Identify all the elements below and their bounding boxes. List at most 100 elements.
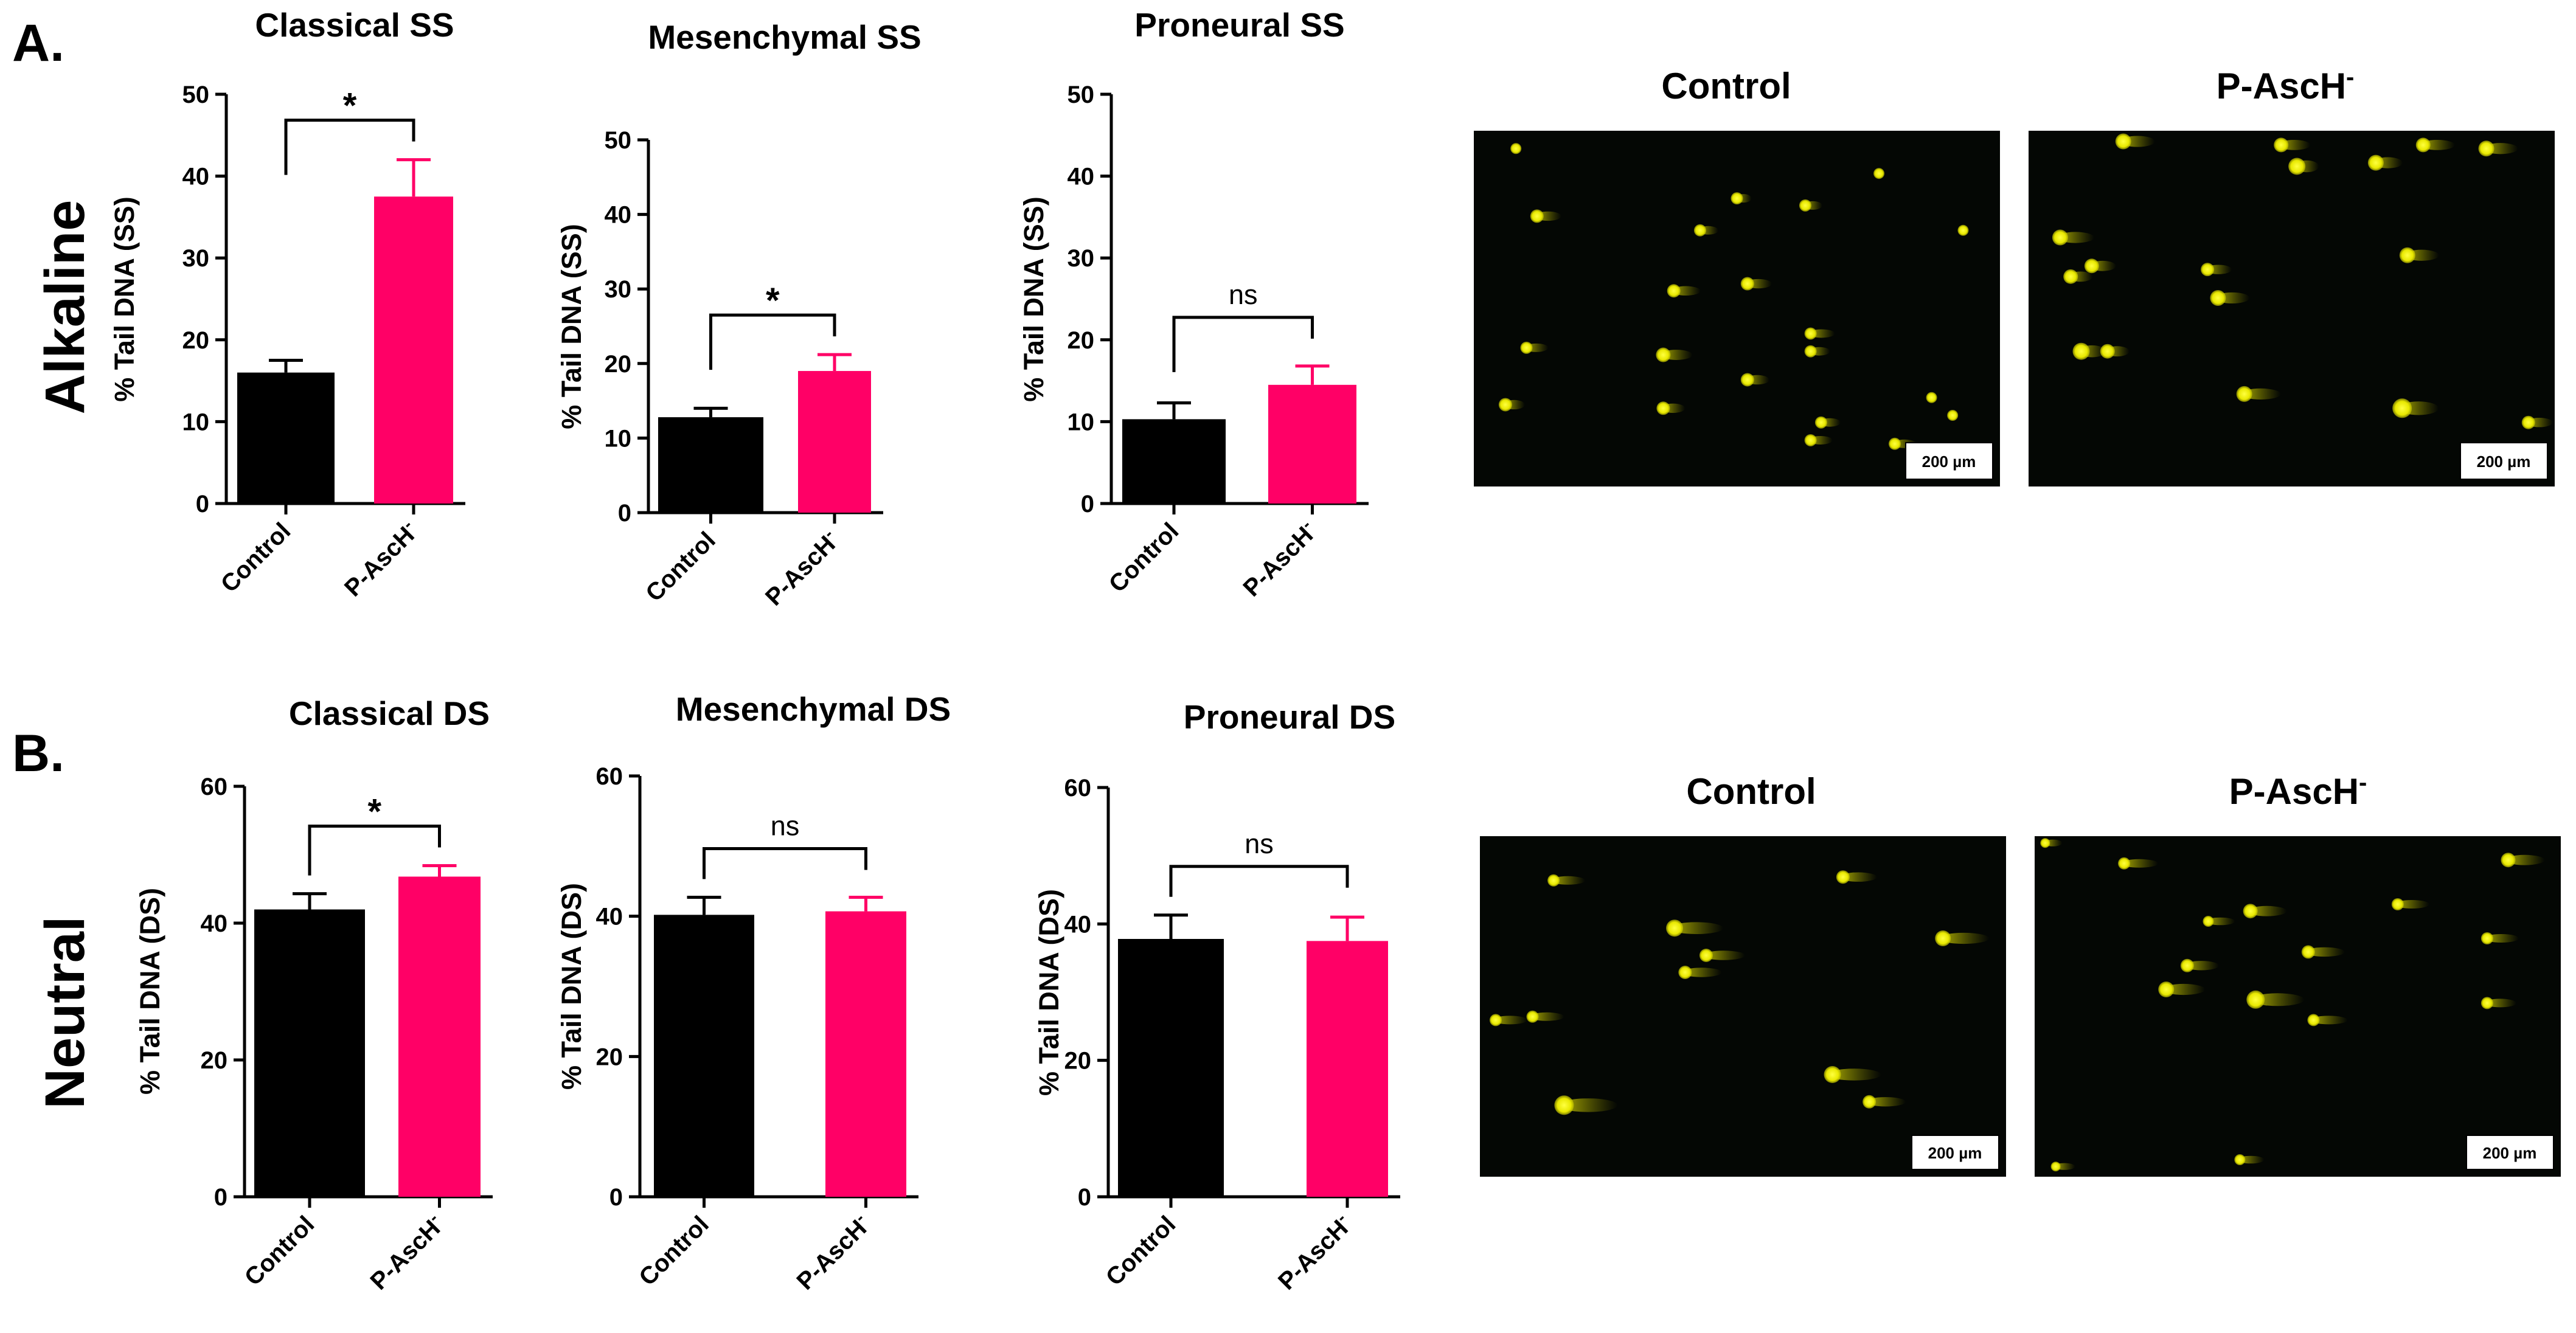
y-tick-label: 0 <box>196 491 209 518</box>
comet <box>2203 916 2235 927</box>
comet-head <box>2236 386 2252 402</box>
comet <box>1926 392 1937 403</box>
comet <box>2274 137 2311 153</box>
comet <box>1656 401 1686 415</box>
comet <box>1489 1014 1527 1027</box>
comet <box>1510 143 1522 154</box>
comet <box>1547 874 1586 887</box>
comet <box>1824 1066 1881 1083</box>
y-tick-label: 40 <box>596 904 623 930</box>
micrograph-title-alkaline-control: Control <box>1661 66 1791 106</box>
y-tick-label: 40 <box>1068 164 1095 190</box>
micrograph-background <box>1474 131 2000 486</box>
comet <box>2201 263 2232 277</box>
comet-head <box>1799 199 1811 212</box>
y-axis-label: % Tail DNA (SS) <box>109 196 140 402</box>
panel-label-b: B. <box>12 724 64 783</box>
chart-proneural-ds: Proneural DS % Tail DNA (DS) 0 20 40 60 Contro… <box>1033 698 1400 1295</box>
bar-control <box>1122 419 1226 504</box>
comet-head <box>2084 258 2099 274</box>
comet-head <box>2481 997 2493 1009</box>
x-tick-label: Control <box>240 1211 320 1291</box>
comet-head <box>2521 415 2535 429</box>
comet-tail <box>1702 950 1745 960</box>
y-tick-label: 50 <box>182 81 210 108</box>
comet <box>2180 958 2219 972</box>
bar-p-asch <box>825 911 906 1197</box>
micrograph-neutral-pasch: 200 µm <box>2035 836 2561 1177</box>
y-axis-label: % Tail DNA (DS) <box>1033 889 1064 1096</box>
comet-head <box>2115 133 2131 150</box>
comet <box>2100 344 2130 359</box>
x-tick-label: Control <box>641 527 721 607</box>
comet <box>2050 1162 2075 1172</box>
comet-head <box>1836 870 1850 884</box>
comet-head <box>2478 140 2494 157</box>
comet-head <box>1554 1095 1574 1115</box>
comet <box>2040 838 2063 848</box>
chart-title: Classical DS <box>289 694 490 732</box>
comet <box>1530 209 1561 223</box>
x-tick-label: P-AscH- <box>1271 1208 1357 1295</box>
chart-title: Proneural DS <box>1184 698 1395 736</box>
comet <box>1799 199 1822 212</box>
comet-head <box>2246 990 2265 1009</box>
comet <box>2415 137 2455 153</box>
comet-head <box>1667 284 1681 298</box>
chart-title: Proneural SS <box>1134 6 1344 44</box>
comet-head <box>1824 1066 1841 1083</box>
bar-control <box>254 909 365 1197</box>
comet-head <box>1547 874 1560 887</box>
chart-classical-ds: Classical DS % Tail DNA (DS) 0 20 40 60 Contro… <box>134 694 493 1295</box>
scale-bar-label: 200 µm <box>1922 452 1976 471</box>
significance-bracket <box>308 825 441 876</box>
comet <box>2052 229 2094 246</box>
comet-head <box>1520 341 1533 354</box>
comet-head <box>2180 958 2194 972</box>
micrograph-alkaline-pasch: 200 µm <box>2029 131 2555 486</box>
comet <box>2234 1154 2265 1165</box>
comet-head <box>2301 945 2315 959</box>
comet-tail <box>1866 1097 1906 1107</box>
comet <box>2084 258 2116 274</box>
comet <box>1863 1095 1906 1109</box>
comet-head <box>2100 344 2115 359</box>
y-tick-label: 60 <box>1064 775 1092 802</box>
comet-head <box>2501 853 2516 868</box>
comet-head <box>2274 137 2289 153</box>
comet-tail <box>2120 859 2159 868</box>
bar-p-asch <box>1268 384 1356 504</box>
comet-head <box>2234 1154 2246 1165</box>
comet <box>1947 410 1959 421</box>
comet <box>1836 870 1877 884</box>
panel-label-a: A. <box>12 14 64 72</box>
y-tick-label: 30 <box>1068 245 1095 272</box>
comet-head <box>1526 1010 1539 1023</box>
row-label-alkaline: Alkaline <box>34 200 96 415</box>
chart-classical-ss: Classical SS % Tail DNA (SS) 0 10 20 30 40 50 Co… <box>109 6 465 602</box>
scale-bar-box <box>2460 442 2548 480</box>
y-tick-label: 20 <box>201 1047 228 1074</box>
comet-head <box>2072 342 2090 360</box>
y-tick-label: 0 <box>214 1184 227 1211</box>
comet-head <box>1489 1014 1502 1027</box>
y-tick-label: 50 <box>605 127 632 154</box>
comet-head <box>2307 1014 2320 1027</box>
comet <box>2307 1014 2348 1027</box>
micrograph-title-neutral-pasch: P-AscH- <box>2229 769 2367 812</box>
x-tick-label: P-AscH- <box>790 1208 876 1295</box>
comet-head <box>1699 949 1713 962</box>
bar-p-asch <box>398 876 481 1197</box>
comet <box>1814 416 1841 429</box>
comet <box>2481 932 2519 944</box>
chart-proneural-ss: Proneural SS % Tail DNA (SS) 0 10 20 30 40 50 Co… <box>1018 6 1369 602</box>
micrograph-background <box>2035 836 2561 1177</box>
bar-p-asch <box>1307 941 1388 1197</box>
significance-label: ns <box>1245 828 1274 859</box>
comet-head <box>2288 158 2306 175</box>
comet-head <box>1731 192 1743 205</box>
y-tick-label: 30 <box>605 276 632 303</box>
comet-head <box>2201 263 2215 277</box>
comet <box>1935 930 1990 946</box>
chart-title: Classical SS <box>255 6 454 44</box>
